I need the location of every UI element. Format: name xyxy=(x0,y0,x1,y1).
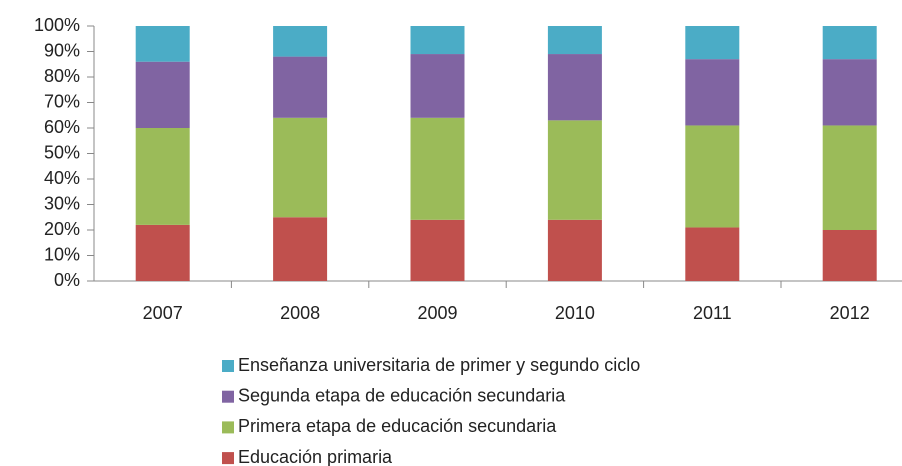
legend-label: Educación primaria xyxy=(238,447,393,466)
bar-segment xyxy=(547,120,602,220)
bar-segment xyxy=(273,117,328,218)
y-tick-label: 20% xyxy=(44,219,80,239)
y-tick-label: 80% xyxy=(44,66,80,86)
x-tick-label: 2009 xyxy=(417,303,457,323)
bar-segment xyxy=(410,26,465,55)
x-tick-label: 2008 xyxy=(280,303,320,323)
legend-swatch xyxy=(222,390,234,403)
bar-segment xyxy=(822,230,877,281)
x-tick-label: 2011 xyxy=(693,303,732,323)
legend-swatch xyxy=(222,360,234,372)
bar-segment xyxy=(685,26,740,60)
bar-segment xyxy=(135,224,190,281)
bar-segment xyxy=(685,125,740,228)
x-tick-label: 2012 xyxy=(830,303,870,323)
bar-segment xyxy=(547,54,602,121)
y-tick-label: 30% xyxy=(44,193,80,213)
x-tick-label: 2007 xyxy=(143,303,183,323)
legend-swatch xyxy=(222,452,234,465)
bar-segment xyxy=(135,26,190,62)
bar-segment xyxy=(685,59,740,126)
bar-segment xyxy=(410,219,465,281)
legend-swatch xyxy=(222,421,234,434)
bar-segment xyxy=(822,59,877,126)
x-tick-label: 2010 xyxy=(555,303,595,323)
y-tick-label: 0% xyxy=(54,270,80,290)
bar-segment xyxy=(273,217,328,281)
bar-segment xyxy=(135,61,190,129)
bar-segment xyxy=(135,128,190,225)
bar-segment xyxy=(547,219,602,281)
bar-segment xyxy=(547,26,602,55)
bar-segment xyxy=(273,26,328,57)
y-tick-label: 60% xyxy=(44,117,80,137)
bar-segment xyxy=(822,26,877,60)
legend-label: Primera etapa de educación secundaria xyxy=(238,416,557,436)
bar-segment xyxy=(273,56,328,118)
legend-label: Enseñanza universitaria de primer y segu… xyxy=(238,355,640,375)
y-tick-label: 90% xyxy=(44,40,80,60)
y-tick-label: 10% xyxy=(44,244,80,264)
bar-segment xyxy=(410,117,465,220)
bar-segment xyxy=(685,227,740,281)
y-tick-label: 100% xyxy=(34,15,80,35)
bar-segment xyxy=(822,125,877,230)
y-tick-label: 70% xyxy=(44,91,80,111)
legend-label: Segunda etapa de educación secundaria xyxy=(238,385,566,405)
y-tick-label: 40% xyxy=(44,168,80,188)
y-tick-label: 50% xyxy=(44,142,80,162)
bar-segment xyxy=(410,54,465,118)
